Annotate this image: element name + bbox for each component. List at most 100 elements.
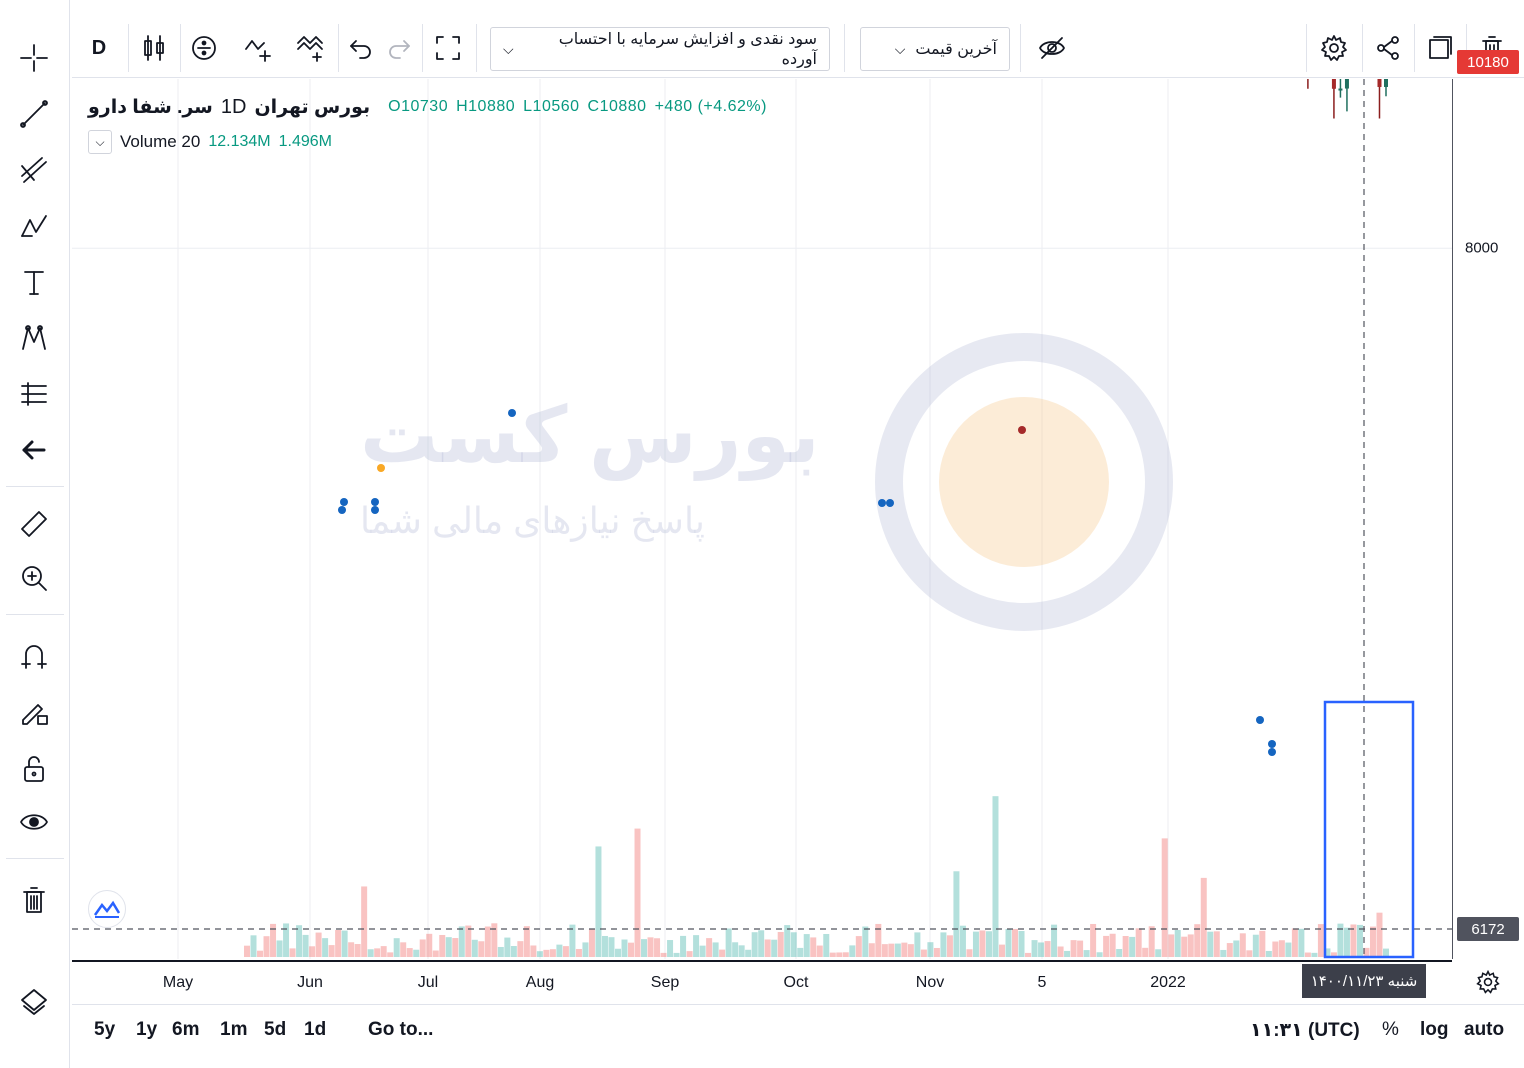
lock-all-tool[interactable] xyxy=(10,746,58,790)
share-button[interactable] xyxy=(1368,26,1408,70)
hide-toolbar-tool[interactable] xyxy=(10,428,58,472)
trend-line-tool[interactable] xyxy=(10,92,58,136)
pitchfork-tool[interactable] xyxy=(10,148,58,192)
volume-bar xyxy=(296,925,303,957)
tradingview-logo[interactable] xyxy=(88,890,126,928)
volume-bar xyxy=(380,946,387,957)
range-1y-button[interactable]: 1y xyxy=(136,1019,158,1040)
volume-bar xyxy=(712,942,719,957)
pattern-tool[interactable] xyxy=(10,316,58,360)
volume-bar xyxy=(940,932,947,957)
volume-bar xyxy=(1304,952,1311,957)
remove-drawings-tool[interactable] xyxy=(10,878,58,922)
dividend-marker xyxy=(338,506,346,514)
candle-body xyxy=(1331,79,1336,89)
text-tool[interactable] xyxy=(10,260,58,304)
settings-button[interactable] xyxy=(1314,26,1354,70)
range-1d-button[interactable]: 1d xyxy=(304,1019,327,1040)
chevron-down-icon: ⌵ xyxy=(894,40,906,57)
volume-bar xyxy=(569,924,576,957)
text-icon xyxy=(24,271,44,295)
bottom-bar: 5y 1y 6m 1m 5d 1d Go to... ۱۱:۳۱ (UTC) %… xyxy=(72,1004,1524,1060)
volume-bar xyxy=(888,943,895,957)
volume-bar xyxy=(595,846,602,957)
range-1m-button[interactable]: 1m xyxy=(220,1019,248,1040)
range-5y-button[interactable]: 5y xyxy=(94,1019,116,1040)
volume-bar xyxy=(979,930,986,957)
volume-bar xyxy=(894,943,901,957)
undo-button[interactable] xyxy=(344,26,378,70)
brush-tool[interactable] xyxy=(10,204,58,248)
fullscreen-button[interactable] xyxy=(428,26,468,70)
share-icon xyxy=(1377,36,1399,60)
volume-bar xyxy=(1135,928,1142,957)
volume-bar xyxy=(419,939,426,957)
hide-button[interactable] xyxy=(1030,26,1074,70)
magnet-tool[interactable] xyxy=(10,634,58,678)
volume-bar xyxy=(680,935,687,957)
time-tick-label: 5 xyxy=(1037,974,1047,991)
volume-bar xyxy=(959,925,966,957)
time-axis-settings-button[interactable] xyxy=(1452,960,1524,1004)
volume-bar xyxy=(1174,929,1181,957)
fullscreen-icon xyxy=(436,36,460,60)
percent-scale-button[interactable]: % xyxy=(1382,1019,1399,1040)
indicators-button[interactable] xyxy=(236,26,280,70)
ruler-tool[interactable] xyxy=(10,502,58,546)
price-tick-label: 8000 xyxy=(1465,239,1499,257)
chart-area[interactable] xyxy=(72,79,1452,959)
zoom-in-tool[interactable] xyxy=(10,556,58,600)
lock-drawing-tool[interactable] xyxy=(10,690,58,734)
volume-bar xyxy=(992,796,999,957)
redo-button[interactable] xyxy=(382,26,416,70)
object-tree-tool[interactable] xyxy=(10,980,58,1024)
visibility-tool[interactable] xyxy=(10,800,58,844)
volume-bar xyxy=(797,947,804,957)
compare-icon xyxy=(192,36,216,60)
crosshair-date-label: شنبه ۱۴۰۰/۱۱/۲۳ xyxy=(1302,964,1426,998)
volume-bar xyxy=(530,945,537,957)
goto-button[interactable]: Go to... xyxy=(368,1019,434,1040)
time-tick-label: Jun xyxy=(297,974,323,991)
volume-bar xyxy=(413,949,420,957)
measure-tool[interactable] xyxy=(10,372,58,416)
volume-bar xyxy=(556,944,563,957)
log-scale-button[interactable]: log xyxy=(1420,1019,1449,1040)
price-chart[interactable] xyxy=(72,79,1452,959)
chart-type-button[interactable] xyxy=(134,26,174,70)
volume-bar xyxy=(1291,928,1298,957)
templates-button[interactable] xyxy=(288,26,332,70)
legend-collapse-button[interactable]: ⌵ xyxy=(88,130,112,154)
indicator-dropdown[interactable]: سود نقدی و افزایش سرمایه با احتساب آورده… xyxy=(490,27,830,71)
legend-symbol[interactable]: سر. شفا دارو xyxy=(88,96,213,118)
volume-bar xyxy=(1259,930,1266,957)
zoom-in-icon xyxy=(22,566,47,591)
volume-bar xyxy=(868,943,875,957)
volume-bar xyxy=(1350,924,1357,957)
volume-bar xyxy=(1038,942,1045,957)
volume-bar xyxy=(1077,940,1084,957)
time-axis[interactable]: May Jun Jul Aug Sep Oct Nov 5 2022 شنبه ۱۴۰۰/۱۱/… xyxy=(72,960,1452,1004)
snapshot-icon xyxy=(1429,36,1452,59)
price-axis[interactable]: 2600024000220002000018000160001400012000… xyxy=(1452,50,1524,959)
volume-bar xyxy=(790,932,797,957)
volume-bar xyxy=(1376,912,1383,957)
volume-level-label: 6172 xyxy=(1457,917,1519,941)
volume-bar xyxy=(745,949,752,957)
crosshair-tool[interactable] xyxy=(10,36,58,80)
dividend-marker xyxy=(340,498,348,506)
price-type-dropdown[interactable]: آخرین قیمت ⌵ xyxy=(860,27,1010,71)
interval-button[interactable]: D xyxy=(91,36,107,59)
volume-bar xyxy=(875,923,882,957)
compare-button[interactable] xyxy=(184,26,224,70)
time-tick-label: Oct xyxy=(783,974,809,991)
watermark-ring xyxy=(875,333,1173,631)
auto-scale-button[interactable]: auto xyxy=(1464,1019,1505,1040)
snapshot-button[interactable] xyxy=(1420,26,1460,70)
volume-bar xyxy=(322,938,329,957)
range-6m-button[interactable]: 6m xyxy=(172,1019,200,1040)
volume-indicator-name[interactable]: Volume 20 xyxy=(120,132,201,151)
range-5d-button[interactable]: 5d xyxy=(264,1019,287,1040)
volume-bar xyxy=(1200,877,1207,957)
clock-timezone[interactable]: ۱۱:۳۱ (UTC) xyxy=(1250,1020,1360,1041)
